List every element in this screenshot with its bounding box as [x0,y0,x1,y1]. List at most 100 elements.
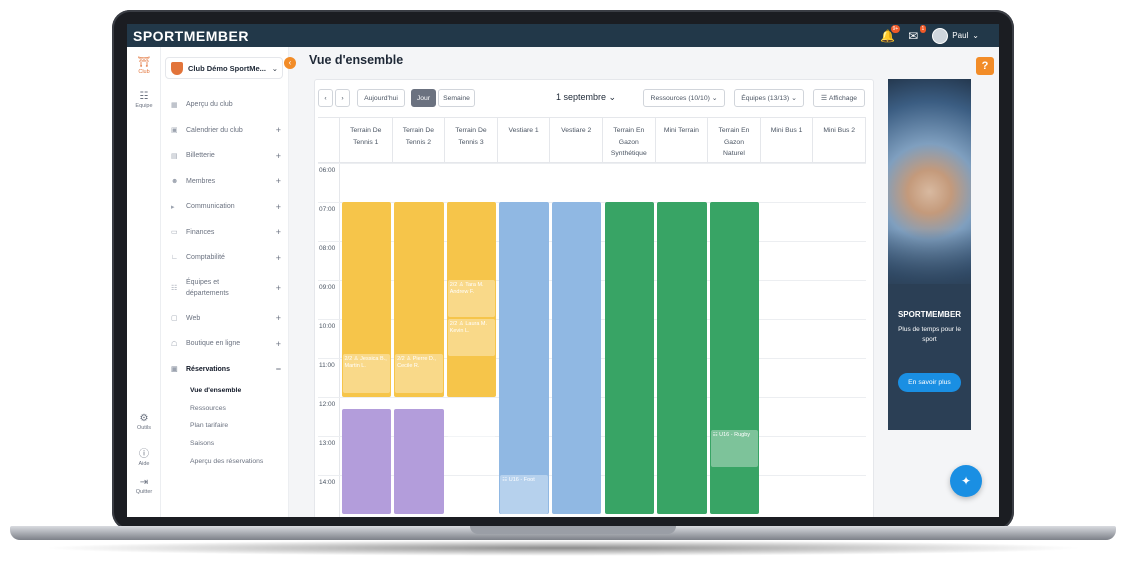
club-selector[interactable]: Club Démo SportMe... ⌄ [165,57,283,79]
app-logo[interactable]: SPORTMEMBER [133,27,249,44]
collapse-sidebar-button[interactable]: ‹ [284,57,296,69]
sidebar-subitem-apercu-reservations[interactable]: Aperçu des réservations [190,457,264,465]
club-icon: ⛩ [137,57,151,68]
top-right-actions: 🔔 9+ ✉ 1 Paul ⌄ [880,24,979,47]
sidebar-item-equipes[interactable]: ☷ Équipes et départements + [171,279,281,297]
resources-filter[interactable]: Ressources (10/10) ⌄ [643,89,725,107]
resource-header: Mini Bus 2 [813,118,866,163]
today-button[interactable]: Aujourd'hui [357,89,405,107]
prev-button[interactable]: ‹ [318,89,333,107]
ad-tagline: Plus de temps pour le sport [898,326,961,343]
time-label: 07:00 [319,206,336,213]
date-picker[interactable]: 1 septembre ⌄ [556,92,617,102]
sidebar-item-boutique[interactable]: ☖ Boutique en ligne + [171,338,281,349]
booking-block[interactable] [341,408,392,514]
expand-icon[interactable]: + [275,227,281,238]
booking-label[interactable]: 2/2 ♙ Laura M. Kevin L. [447,319,496,357]
resource-header: Vestiare 1 [497,118,551,163]
sidebar-subitem-vue-ensemble[interactable]: Vue d'ensemble [190,387,242,395]
sidebar-item-calendrier[interactable]: ▣ Calendrier du club + [171,125,281,136]
sidebar-subitem-saisons[interactable]: Saisons [190,440,215,448]
booking-block[interactable] [499,202,549,514]
expand-icon[interactable]: + [275,125,281,136]
booking-block[interactable] [394,202,444,397]
sidebar-item-comptabilite[interactable]: ∟ Comptabilité + [171,252,281,263]
rail-item-quitter[interactable]: ⇥ Quitter [127,477,161,495]
help-button[interactable]: ? [976,57,994,75]
booking-block[interactable] [446,202,497,397]
booking-icon: ▣ [171,366,178,374]
rail-item-equipe[interactable]: ☷ Equipe [127,91,161,109]
sidebar-subitem-ressources[interactable]: Ressources [190,404,226,412]
sidebar: Club Démo SportMe... ⌄ ‹ ▦ Aperçu du club… [161,47,296,517]
user-name: Paul [952,31,969,40]
expand-icon[interactable]: + [275,150,281,161]
display-button[interactable]: ☰ Affichage [813,89,865,107]
sidebar-item-reservations[interactable]: ▣ Réservations − [171,364,281,375]
chevron-left-icon: ‹ [288,58,292,67]
chevron-down-icon: ⌄ [271,63,278,73]
booking-label[interactable]: ☷ U16 - Foot [500,475,548,514]
rail-item-club[interactable]: ⛩ Club [127,57,161,75]
club-shield-icon [171,61,183,75]
photo-fade [888,229,971,299]
ad-logo: SPORTMEMBER [897,310,962,319]
sidebar-item-finances[interactable]: ▭ Finances + [171,227,281,238]
week-view-button[interactable]: Semaine [438,89,475,107]
mail-icon[interactable]: ✉ 1 [908,24,927,43]
expand-icon[interactable]: + [275,252,281,263]
sidebar-item-apercu[interactable]: ▦ Aperçu du club [171,101,233,109]
booking-block[interactable] [709,202,760,514]
booking-block[interactable] [394,408,444,514]
expand-icon[interactable]: + [275,338,281,349]
time-column: 06:00 07:00 08:00 09:00 10:00 11:00 12:00 13:00… [318,163,340,517]
expand-icon[interactable]: + [275,201,281,212]
rail-item-outils[interactable]: ⚙ Outils [127,413,161,431]
sidebar-item-billetterie[interactable]: ▤ Billetterie + [171,150,281,161]
booking-block[interactable] [551,202,602,514]
user-menu[interactable]: Paul ⌄ [932,27,979,44]
expand-icon[interactable]: + [275,282,281,293]
laptop-base [10,526,1116,540]
chevron-left-icon: ‹ [324,94,327,102]
time-label: 11:00 [319,362,335,369]
ai-assistant-button[interactable]: ✦ [950,465,982,497]
sidebar-item-membres[interactable]: ☻ Membres + [171,176,281,187]
sidebar-subitem-plan-tarifaire[interactable]: Plan tarifaire [190,422,229,430]
sidebar-item-web[interactable]: ▢ Web + [171,313,281,324]
teams-filter[interactable]: Équipes (13/13) ⌄ [734,89,804,107]
sliders-icon: ☰ [820,95,827,102]
time-label: 14:00 [319,479,336,486]
app-screen: SPORTMEMBER 🔔 9+ ✉ 1 Paul ⌄ ⛩ Club ☷ Equipe … [127,24,999,517]
collapse-icon[interactable]: − [275,364,281,375]
booking-block[interactable] [657,202,707,514]
day-view-button[interactable]: Jour [411,89,436,107]
time-header [318,118,340,163]
booking-block[interactable] [604,202,655,514]
expand-icon[interactable]: + [275,313,281,324]
learn-more-button[interactable]: En savoir plus [898,373,961,392]
icon-rail: ⛩ Club ☷ Equipe ⚙ Outils ⓘ Aide ⇥ Quitter [127,47,161,517]
rail-item-aide[interactable]: ⓘ Aide [127,445,161,467]
calendar-icon: ▣ [171,127,178,135]
booking-label[interactable]: 2/2 ♙ Tara M. Andrew F. [447,280,496,318]
hour-gridline [318,163,866,164]
booking-label[interactable]: 2/2 ♙ Pierre D., Cecile R. [395,354,443,394]
calendar-panel: ‹ › Aujourd'hui Jour Semaine 1 septembre… [314,79,874,517]
ticket-icon: ▤ [171,152,178,160]
notification-badge: 9+ [890,24,901,33]
booking-label[interactable]: 2/2 ♙ Jessica B., Martin L. [342,354,391,394]
booking-label[interactable]: ☷ Tennis - compétition [447,408,496,448]
booking-label[interactable]: ☷ U16 - Rugby [710,430,759,468]
resource-header: Terrain De Tennis 2 [392,118,446,163]
chevron-down-icon: ⌄ [608,92,617,102]
sidebar-item-communication[interactable]: ▸ Communication + [171,201,281,212]
bell-icon[interactable]: 🔔 9+ [880,24,901,43]
booking-block[interactable] [341,202,392,397]
chevron-down-icon: ⌄ [972,31,979,40]
next-button[interactable]: › [335,89,350,107]
time-label: 08:00 [319,245,336,252]
club-name: Club Démo SportMe... [188,63,266,73]
expand-icon[interactable]: + [275,176,281,187]
web-icon: ▢ [171,315,178,323]
